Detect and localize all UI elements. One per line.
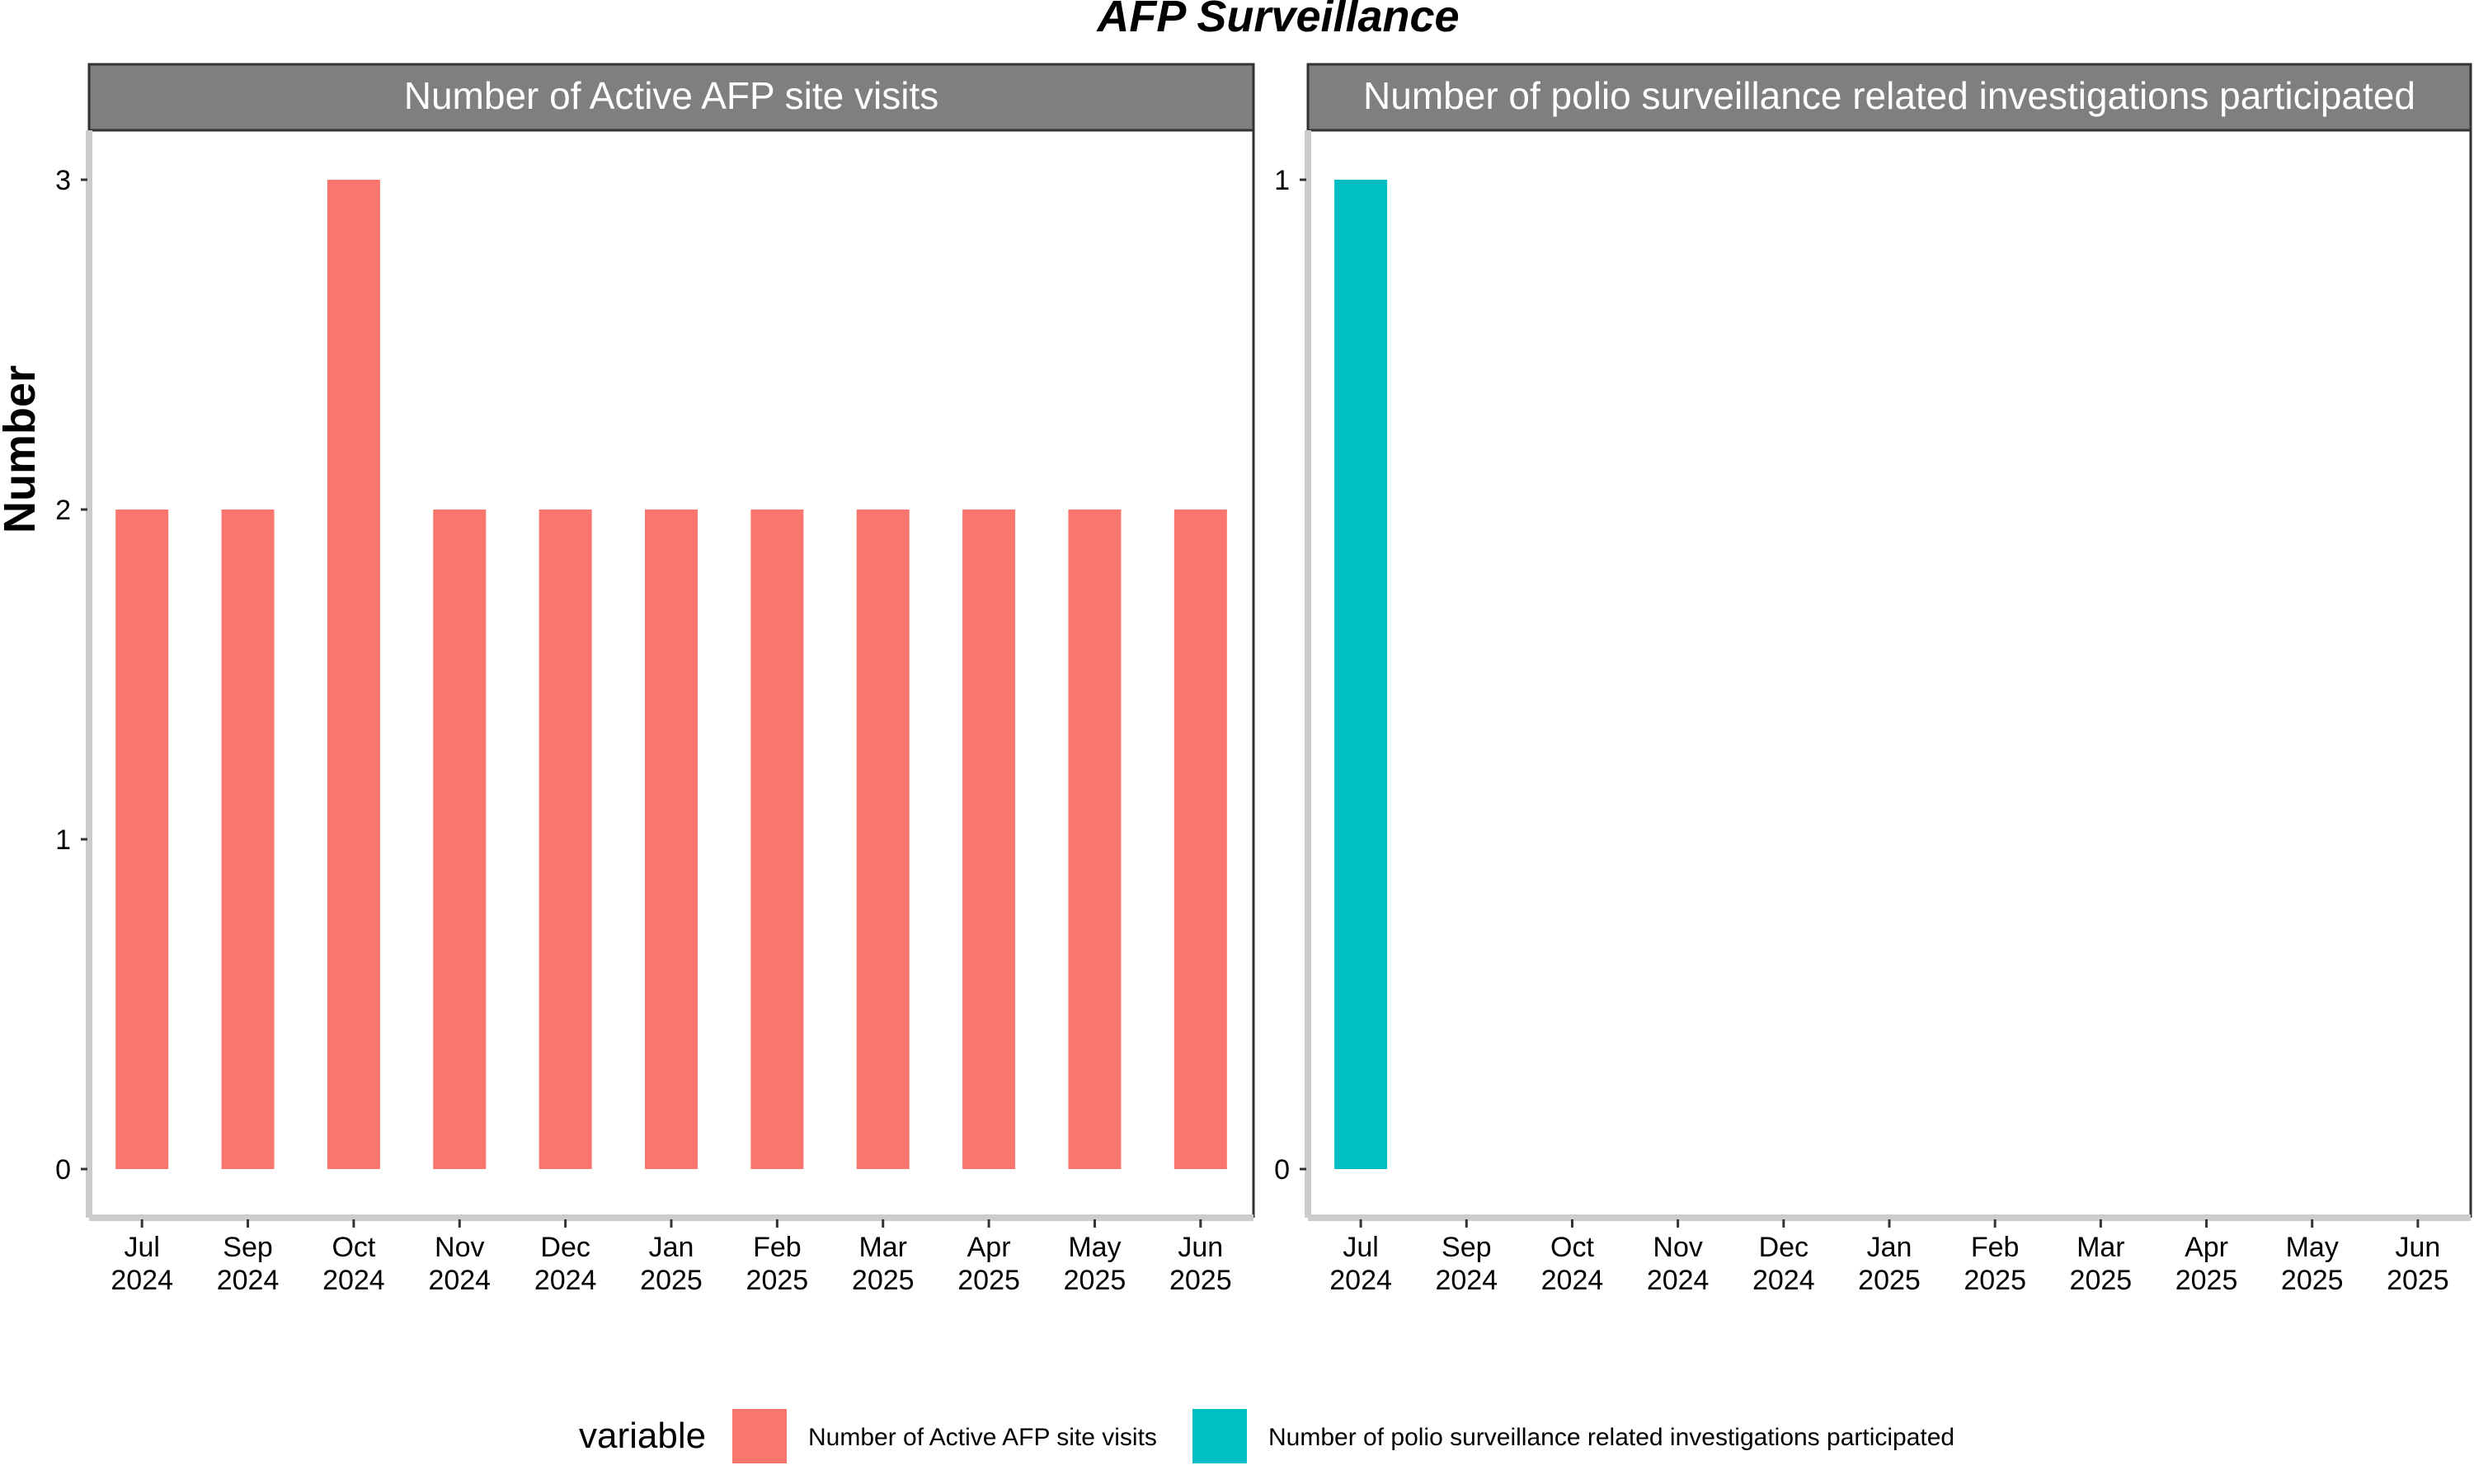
x-tick-label-2-6-0: Feb: [1971, 1232, 2020, 1263]
x-tick-label-2-7-0: Mar: [2077, 1232, 2125, 1263]
legend-key-2: [1192, 1409, 1247, 1463]
x-tick-label-1-6-1: 2025: [746, 1265, 809, 1296]
y-axis-label: Number: [0, 365, 45, 533]
bar-1-8: [962, 510, 1016, 1169]
x-tick-label-1-7-1: 2025: [852, 1265, 915, 1296]
bar-1-10: [1174, 510, 1227, 1169]
x-tick-label-2-2-1: 2024: [1541, 1265, 1604, 1296]
x-tick-label-2-2-0: Oct: [1550, 1232, 1594, 1263]
y-tick-label-1-2: 2: [55, 495, 71, 526]
x-tick-label-1-1-1: 2024: [217, 1265, 280, 1296]
legend-label-1: Number of Active AFP site visits: [808, 1424, 1157, 1451]
bar-1-0: [115, 510, 169, 1169]
x-tick-label-1-9-1: 2025: [1064, 1265, 1126, 1296]
x-tick-label-2-8-0: Apr: [2185, 1232, 2228, 1263]
x-tick-label-1-8-0: Apr: [967, 1232, 1011, 1263]
x-tick-label-2-3-0: Nov: [1653, 1232, 1702, 1263]
x-tick-label-2-0-1: 2024: [1329, 1265, 1392, 1296]
y-tick-label-1-1: 1: [55, 824, 71, 856]
x-tick-label-1-4-0: Dec: [540, 1232, 590, 1263]
x-tick-label-1-4-1: 2024: [534, 1265, 597, 1296]
x-tick-label-1-0-0: Jul: [124, 1232, 159, 1263]
x-tick-label-1-0-1: 2024: [111, 1265, 173, 1296]
x-tick-label-2-4-1: 2024: [1752, 1265, 1815, 1296]
x-tick-label-1-7-0: Mar: [858, 1232, 907, 1263]
x-tick-label-2-4-0: Dec: [1759, 1232, 1808, 1263]
legend-key-1: [732, 1409, 787, 1463]
x-tick-label-2-5-0: Jan: [1867, 1232, 1912, 1263]
x-tick-label-2-0-0: Jul: [1343, 1232, 1378, 1263]
y-tick-label-2-1: 1: [1274, 165, 1290, 196]
bar-1-1: [221, 510, 275, 1169]
x-tick-label-1-5-0: Jan: [649, 1232, 694, 1263]
bar-1-9: [1068, 510, 1122, 1169]
x-tick-label-2-10-1: 2025: [2387, 1265, 2449, 1296]
x-tick-label-2-10-0: Jun: [2395, 1232, 2440, 1263]
x-tick-label-2-5-1: 2025: [1858, 1265, 1921, 1296]
x-tick-label-2-8-1: 2025: [2175, 1265, 2238, 1296]
facet-strip-label-2: Number of polio surveillance related inv…: [1363, 74, 2415, 117]
y-tick-label-1-0: 0: [55, 1154, 71, 1186]
x-tick-label-1-3-1: 2024: [428, 1265, 491, 1296]
bar-1-6: [750, 510, 804, 1169]
y-tick-label-1-3: 3: [55, 165, 71, 196]
bar-2-0: [1334, 180, 1388, 1169]
x-tick-label-1-1-0: Sep: [223, 1232, 273, 1263]
legend-label-2: Number of polio surveillance related inv…: [1268, 1424, 1954, 1451]
x-tick-label-1-5-1: 2025: [640, 1265, 703, 1296]
legend-title: variable: [579, 1416, 706, 1456]
x-tick-label-2-3-1: 2024: [1647, 1265, 1710, 1296]
x-tick-label-2-9-1: 2025: [2281, 1265, 2344, 1296]
bar-1-3: [433, 510, 487, 1169]
bar-1-5: [645, 510, 698, 1169]
facet-strip-2: [1306, 63, 2472, 132]
facet-strip-label-1: Number of Active AFP site visits: [404, 74, 939, 117]
bar-1-7: [856, 510, 910, 1169]
bar-1-2: [327, 180, 380, 1169]
chart-title: AFP Surveillance: [1095, 0, 1459, 41]
x-tick-label-1-2-1: 2024: [322, 1265, 385, 1296]
x-tick-label-2-6-1: 2025: [1964, 1265, 2026, 1296]
y-tick-label-2-0: 0: [1274, 1154, 1290, 1186]
x-tick-label-2-1-1: 2024: [1435, 1265, 1498, 1296]
x-tick-label-1-8-1: 2025: [957, 1265, 1020, 1296]
facet-strip-1: [87, 63, 1255, 132]
x-tick-label-1-10-0: Jun: [1178, 1232, 1223, 1263]
x-tick-label-1-10-1: 2025: [1169, 1265, 1232, 1296]
x-tick-label-1-3-0: Nov: [435, 1232, 484, 1263]
x-tick-label-2-7-1: 2025: [2070, 1265, 2133, 1296]
bar-1-4: [539, 510, 592, 1169]
x-tick-label-1-9-0: May: [1068, 1232, 1121, 1263]
x-tick-label-2-1-0: Sep: [1442, 1232, 1492, 1263]
x-tick-label-1-2-0: Oct: [332, 1232, 375, 1263]
x-tick-label-1-6-0: Feb: [753, 1232, 802, 1263]
x-tick-label-2-9-0: May: [2286, 1232, 2339, 1263]
